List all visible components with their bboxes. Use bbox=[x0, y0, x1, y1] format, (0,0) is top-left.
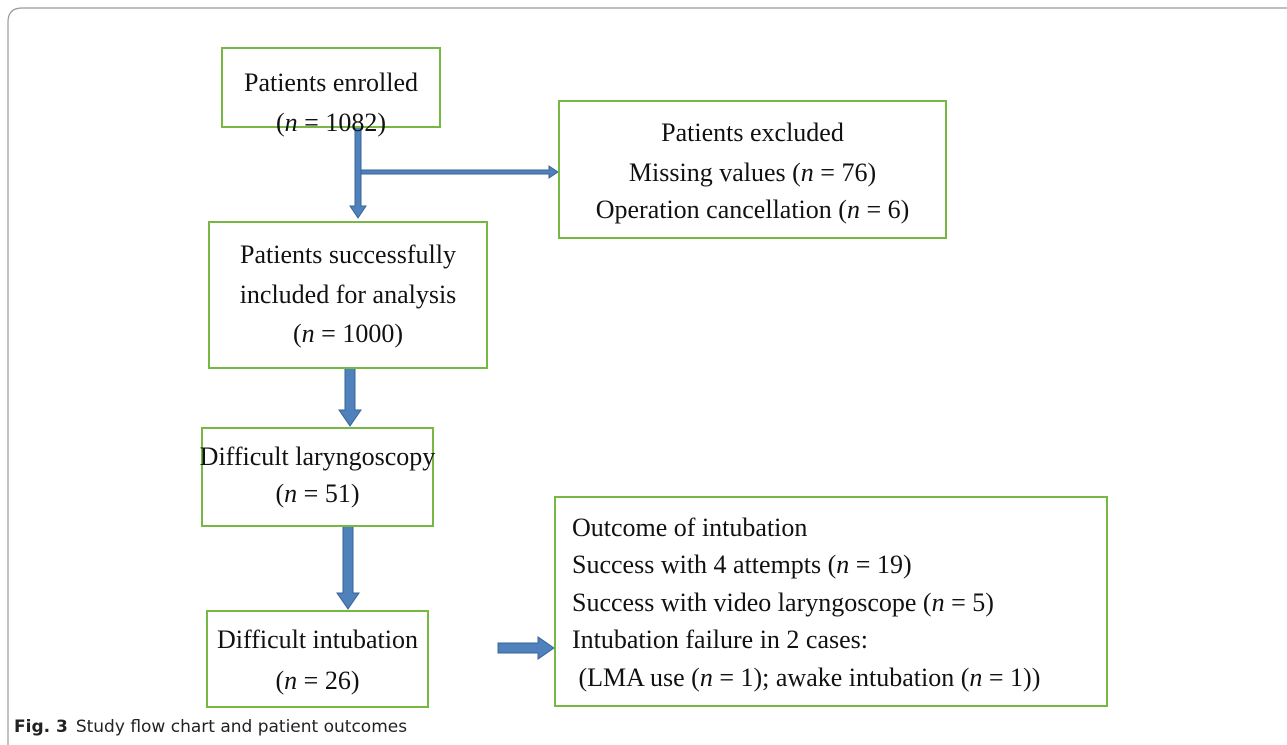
node-box bbox=[206, 610, 429, 708]
node-box bbox=[221, 47, 441, 128]
node-line: Outcome of intubation bbox=[572, 513, 807, 542]
node-line: Intubation failure in 2 cases: bbox=[572, 625, 868, 654]
node: Patients enrolled (n = 1082) bbox=[221, 47, 441, 137]
arrow bbox=[336, 525, 360, 610]
node-line: Success with 4 attempts (n = 19) bbox=[572, 550, 912, 579]
node: Outcome of intubation Success with 4 atte… bbox=[554, 496, 1108, 707]
arrow bbox=[338, 367, 362, 427]
node-line: Operation cancellation (n = 6) bbox=[596, 195, 910, 224]
node: Difficult intubation (n = 26) bbox=[206, 610, 429, 708]
node-line: Patients enrolled bbox=[244, 68, 418, 97]
node: Patients successfully included for analys… bbox=[208, 221, 488, 369]
node-line: included for analysis bbox=[240, 280, 457, 309]
node-line: (n = 1082) bbox=[276, 108, 386, 137]
node-line: (LMA use (n = 1); awake intubation (n = … bbox=[572, 663, 1040, 692]
node-line: (n = 26) bbox=[276, 666, 360, 695]
node-line: (n = 1000) bbox=[293, 319, 403, 348]
node: Patients excluded Missing values (n = 76)… bbox=[558, 100, 947, 239]
node-box bbox=[554, 496, 1108, 707]
node-box bbox=[201, 427, 434, 527]
arrow bbox=[349, 126, 367, 219]
node-line: Patients excluded bbox=[661, 118, 844, 147]
node-line: Difficult intubation bbox=[217, 625, 418, 654]
arrows bbox=[336, 126, 559, 660]
caption: Fig. 3 Study flow chart and patient outco… bbox=[14, 717, 407, 737]
node-box bbox=[558, 100, 947, 239]
node-line: Success with video laryngoscope (n = 5) bbox=[572, 588, 994, 617]
caption-text: Study flow chart and patient outcomes bbox=[76, 717, 407, 737]
node-line: Patients successfully bbox=[240, 240, 456, 269]
node-line: (n = 51) bbox=[276, 479, 360, 508]
caption-label: Fig. 3 bbox=[14, 717, 68, 737]
node-box bbox=[208, 221, 488, 369]
node-line: Missing values (n = 76) bbox=[629, 158, 876, 187]
figure-frame bbox=[7, 7, 1287, 745]
node-line: Difficult laryngoscopy bbox=[200, 442, 436, 471]
arrow bbox=[497, 636, 555, 660]
node: Difficult laryngoscopy (n = 51) bbox=[200, 427, 436, 527]
arrow bbox=[360, 165, 559, 179]
